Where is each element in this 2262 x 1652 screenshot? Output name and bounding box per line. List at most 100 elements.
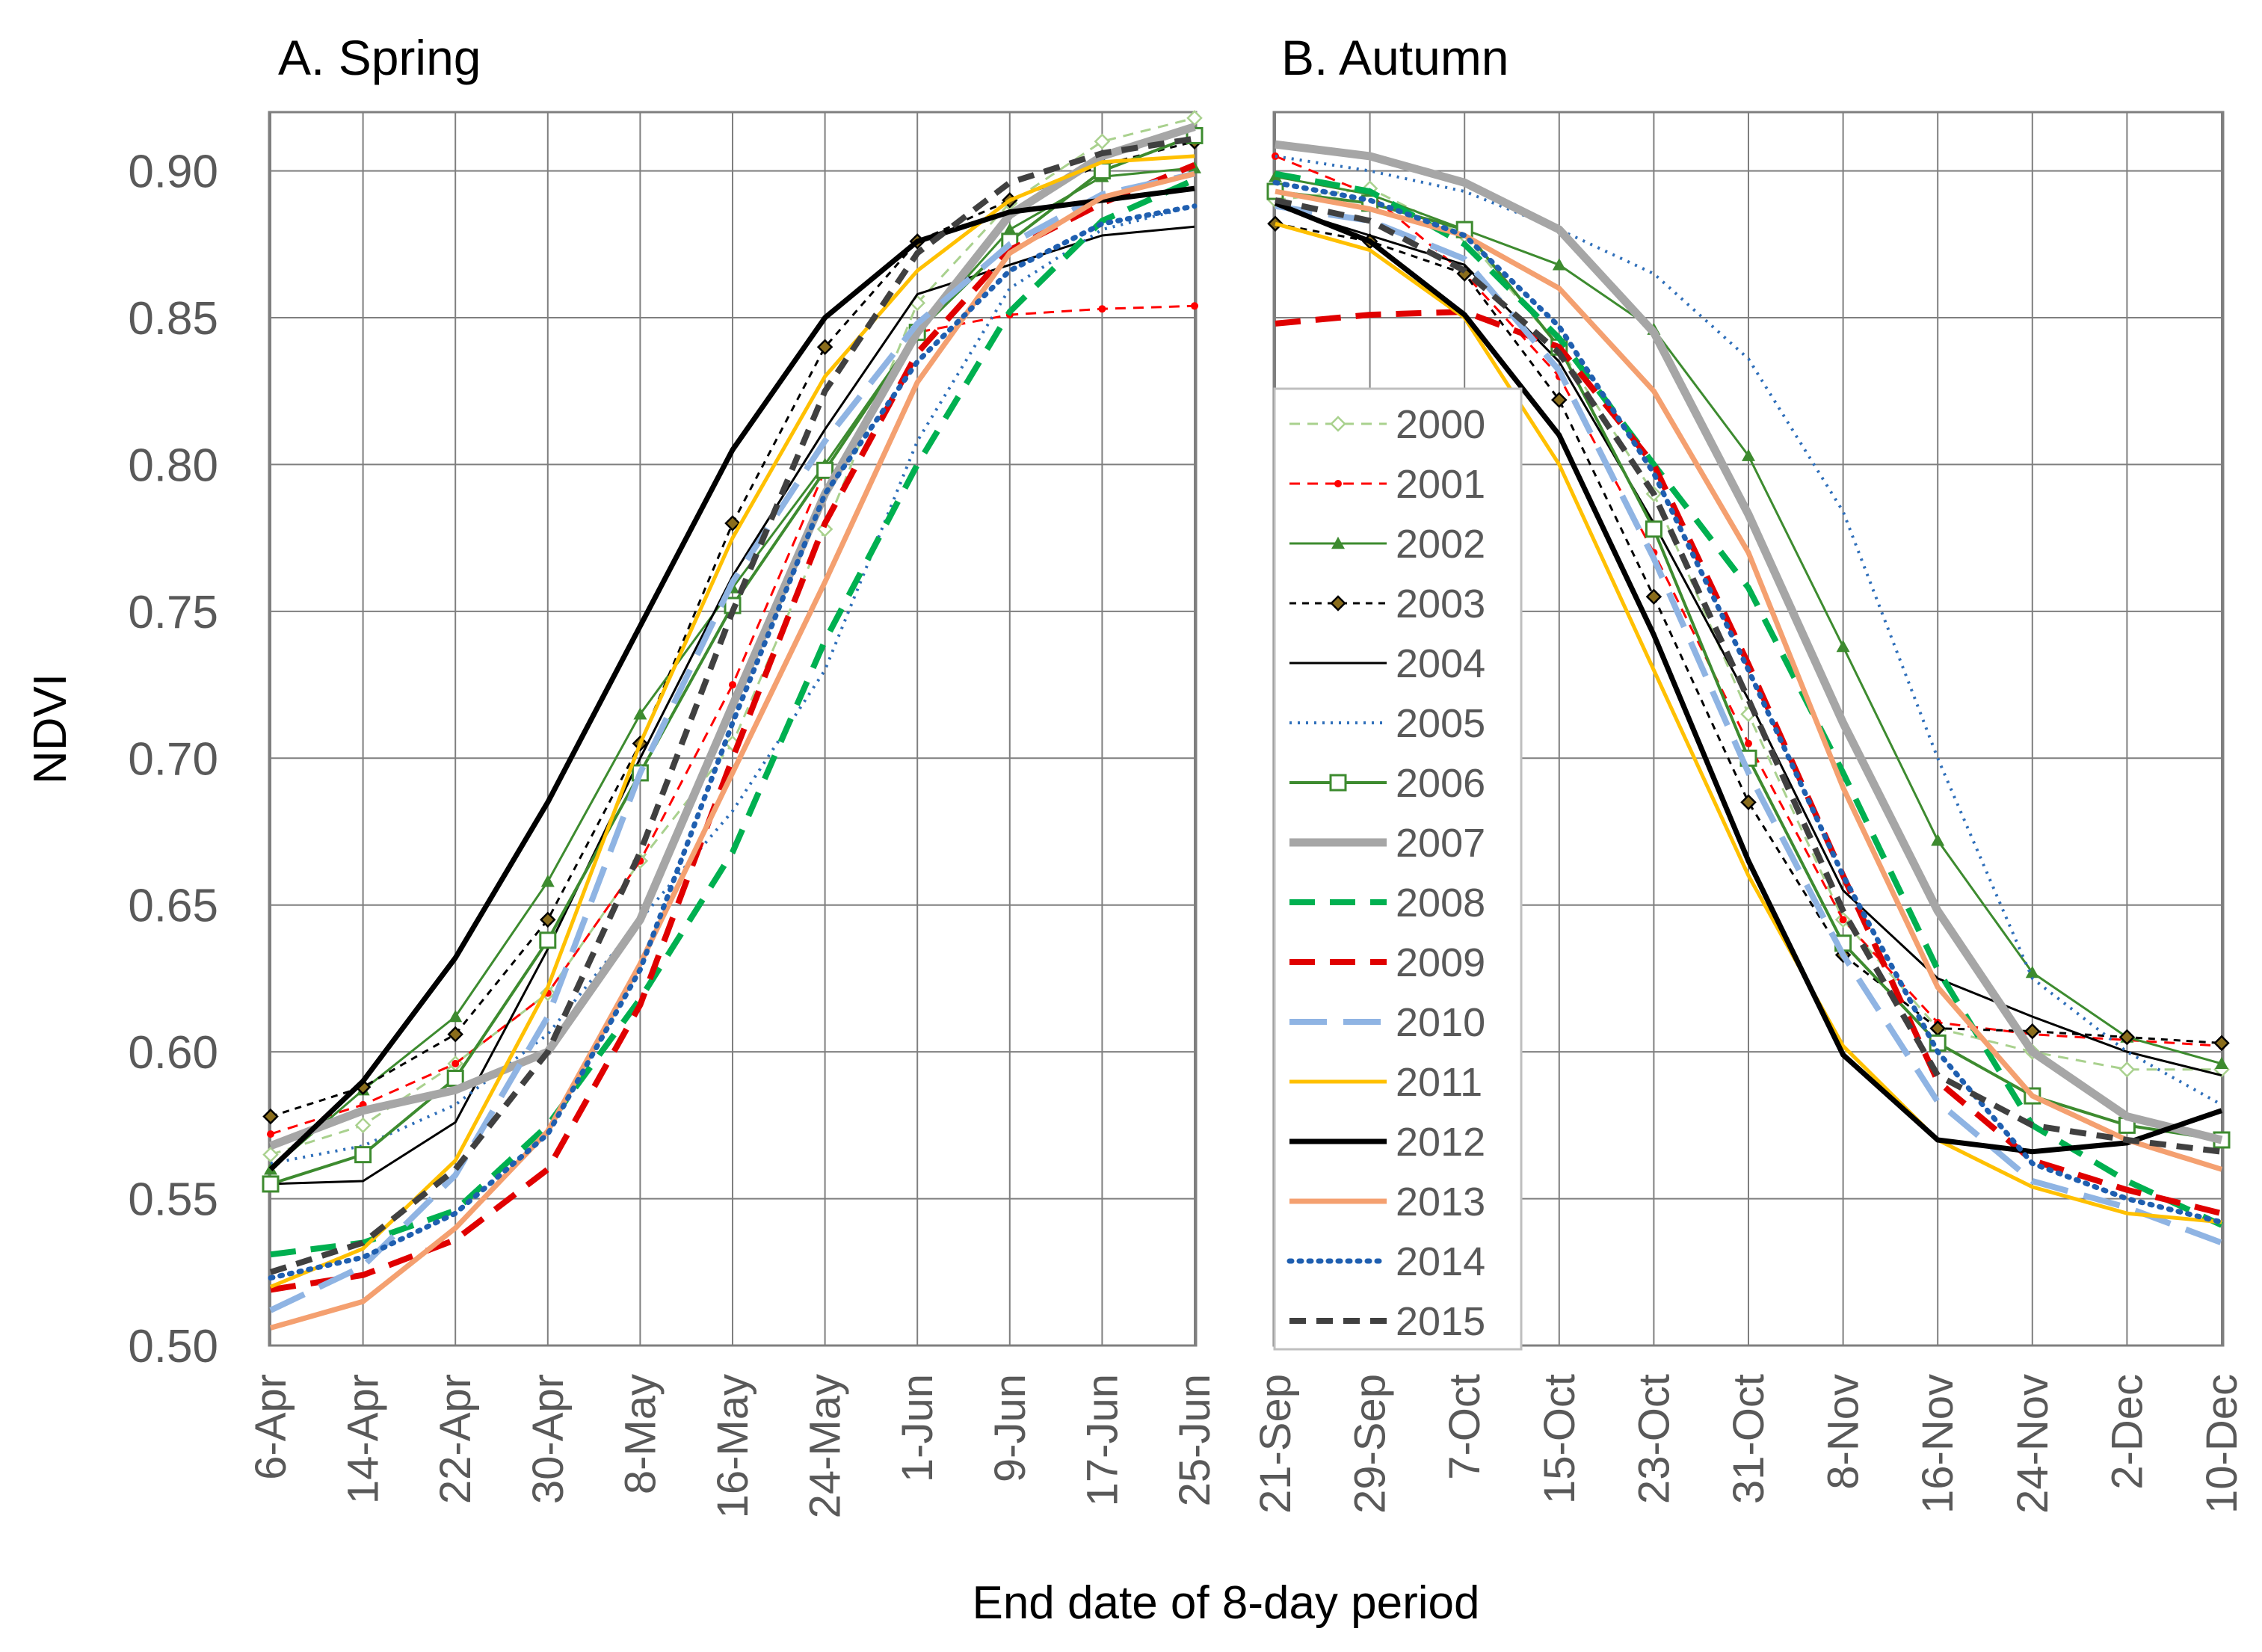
x-tick-label: 2-Dec xyxy=(2103,1374,2151,1490)
series-line-2012 xyxy=(1274,200,2223,1155)
legend: 2000 2001 2002 2003 2004 2005 2006 2007 2008 2009… xyxy=(1273,387,1523,1351)
series-point-2001 xyxy=(452,1059,460,1067)
x-tick-label: 6-Apr xyxy=(247,1374,295,1480)
legend-label-2009: 2009 xyxy=(1396,940,1485,985)
x-tick-label: 31-Oct xyxy=(1725,1374,1773,1504)
series-point-2000 xyxy=(2118,1061,2136,1078)
series-point-2003 xyxy=(724,515,741,531)
y-tick-label: 0.60 xyxy=(128,1027,218,1079)
x-tick-label: 24-May xyxy=(801,1374,850,1518)
series-point-2001 xyxy=(1098,305,1106,313)
x-tick-label: 7-Oct xyxy=(1440,1374,1489,1480)
x-tick-label: 24-Nov xyxy=(2009,1374,2057,1514)
legend-label-2015: 2015 xyxy=(1396,1299,1485,1344)
y-tick-label: 0.65 xyxy=(128,881,218,932)
series-point-2000 xyxy=(262,1146,279,1163)
series-point-2001 xyxy=(267,1130,274,1138)
series-point-2002 xyxy=(540,875,555,887)
x-axis-label: End date of 8-day period xyxy=(972,1577,1479,1629)
series-point-2003 xyxy=(2213,1035,2230,1052)
series-line-2013 xyxy=(1275,188,2223,1172)
legend-marker-2000 xyxy=(1330,416,1346,432)
series-line-2013 xyxy=(270,171,1195,1331)
series-point-2003 xyxy=(1267,215,1283,232)
x-tick-label: 14-Apr xyxy=(339,1374,388,1504)
series-point-2002 xyxy=(1931,833,1945,846)
series-line-2015 xyxy=(1275,197,2222,1155)
x-tick-label: 29-Sep xyxy=(1346,1374,1395,1514)
spring-x-ticks: 6-Apr 14-Apr 22-Apr 30-Apr 8-May 16-May 24-May… xyxy=(247,1374,1219,1518)
series-point-2002 xyxy=(1836,640,1850,653)
series-line-2012 xyxy=(268,185,1195,1171)
legend-label-2012: 2012 xyxy=(1396,1120,1485,1165)
legend-label-2003: 2003 xyxy=(1396,582,1485,626)
legend-label-2013: 2013 xyxy=(1396,1180,1485,1224)
series-point-2006 xyxy=(262,1175,280,1193)
series-point-2003 xyxy=(1740,794,1757,810)
series-line-2011 xyxy=(1275,221,2222,1224)
legend-marker-2003 xyxy=(1330,595,1346,611)
legend-marker-2006 xyxy=(1329,774,1347,792)
y-tick-label: 0.80 xyxy=(128,440,218,491)
series-point-2003 xyxy=(2118,1029,2136,1046)
x-tick-label: 17-Jun xyxy=(1078,1374,1127,1506)
series-point-2002 xyxy=(1742,449,1755,461)
x-tick-label: 8-Nov xyxy=(1819,1374,1868,1490)
series-point-2003 xyxy=(1551,392,1568,408)
series-line-2015 xyxy=(269,135,1195,1275)
series-point-2001 xyxy=(729,681,736,689)
y-tick-label: 0.75 xyxy=(128,587,218,638)
y-tick-label: 0.50 xyxy=(128,1321,218,1372)
legend-marker-2002 xyxy=(1331,537,1345,549)
spring-series xyxy=(262,110,1204,1331)
legend-label-2005: 2005 xyxy=(1396,701,1485,746)
series-point-2003 xyxy=(1645,588,1662,605)
series-line-2010 xyxy=(1275,203,2223,1246)
x-tick-label: 22-Apr xyxy=(431,1374,480,1504)
spring-panel-title: A. Spring xyxy=(278,30,481,85)
series-point-2006 xyxy=(1645,520,1662,538)
series-point-2001 xyxy=(1745,739,1752,748)
series-line-2001 xyxy=(270,304,1195,1135)
series-line-2007 xyxy=(269,123,1196,1150)
series-point-2003 xyxy=(816,339,833,356)
series-point-2006 xyxy=(354,1146,372,1164)
y-tick-label: 0.70 xyxy=(128,733,218,785)
series-line-2003 xyxy=(1275,222,2222,1044)
series-point-2001 xyxy=(1191,302,1198,310)
series-point-2002 xyxy=(1002,223,1017,235)
legend-label-2011: 2011 xyxy=(1396,1060,1482,1105)
x-tick-label: 30-Apr xyxy=(524,1374,573,1504)
series-point-2002 xyxy=(633,707,647,720)
legend-label-2008: 2008 xyxy=(1396,881,1485,925)
series-point-2000 xyxy=(1186,110,1203,126)
spring-panel: 6-Apr 14-Apr 22-Apr 30-Apr 8-May 16-May 24-May… xyxy=(247,30,1219,1518)
x-tick-label: 23-Oct xyxy=(1630,1374,1678,1504)
spring-plot-border xyxy=(268,111,1198,1347)
y-axis-label: NDVI xyxy=(25,674,76,784)
series-point-2003 xyxy=(540,911,556,928)
legend-marker-2001 xyxy=(1334,480,1342,487)
legend-label-2002: 2002 xyxy=(1396,522,1485,567)
x-tick-label: 16-May xyxy=(709,1374,757,1518)
series-line-2005 xyxy=(1275,154,2222,1106)
legend-box xyxy=(1273,387,1523,1351)
series-point-2006 xyxy=(816,461,834,479)
series-line-2005 xyxy=(270,204,1195,1165)
series-point-2003 xyxy=(2024,1023,2041,1040)
x-tick-label: 25-Jun xyxy=(1171,1374,1219,1506)
legend-label-2004: 2004 xyxy=(1396,641,1485,686)
series-line-2011 xyxy=(270,154,1195,1289)
autumn-panel: 21-Sep 29-Sep 7-Oct 15-Oct 23-Oct 31-Oct 8-Nov… xyxy=(1251,30,2246,1514)
series-line-2014 xyxy=(1272,179,2225,1225)
x-tick-label: 10-Dec xyxy=(2198,1374,2246,1514)
x-tick-label: 1-Jun xyxy=(893,1374,942,1482)
series-line-2010 xyxy=(269,170,1195,1313)
series-point-2002 xyxy=(449,1010,463,1023)
series-point-2002 xyxy=(2215,1056,2228,1070)
series-point-2000 xyxy=(1094,133,1111,150)
series-point-2001 xyxy=(1839,916,1847,924)
x-tick-label: 21-Sep xyxy=(1251,1374,1300,1514)
legend-label-2007: 2007 xyxy=(1396,821,1485,866)
